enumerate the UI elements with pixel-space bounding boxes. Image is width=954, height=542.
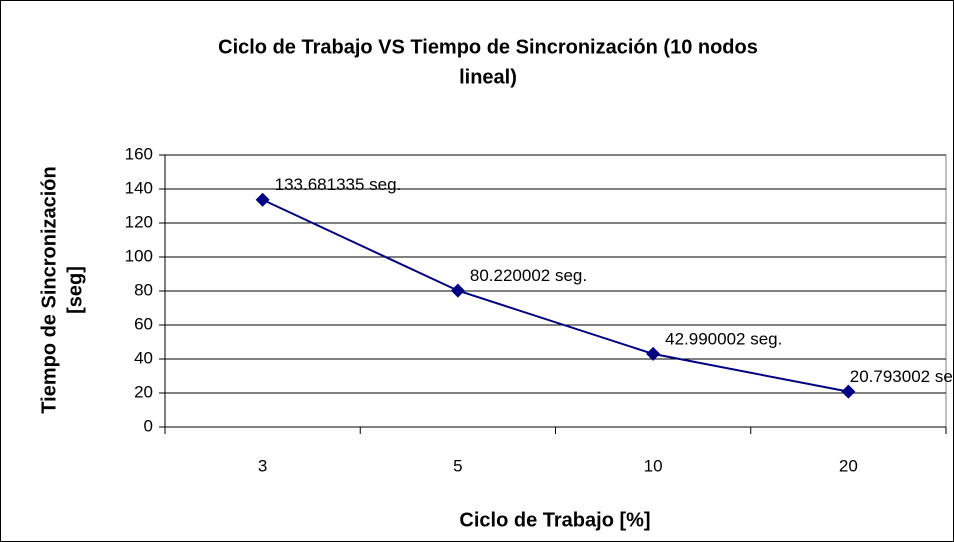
marker (450, 283, 465, 298)
chart-title: Ciclo de Trabajo VS Tiempo de Sincroniza… (218, 36, 758, 58)
y-tick-label: 0 (144, 416, 153, 435)
x-tick-label: 10 (644, 456, 663, 475)
data-label: 80.220002 seg. (470, 266, 587, 285)
chart-title: lineal) (459, 66, 517, 88)
series-line (262, 198, 849, 393)
data-label: 20.793002 seg. (850, 367, 954, 386)
marker (255, 192, 270, 207)
y-axis-label: [seg] (64, 266, 86, 314)
x-tick-label: 3 (258, 456, 267, 475)
x-tick-label: 20 (839, 456, 858, 475)
marker (841, 384, 856, 399)
marker (646, 346, 661, 361)
y-tick-label: 140 (125, 178, 153, 197)
x-tick-label: 5 (453, 456, 462, 475)
data-label: 42.990002 seg. (665, 329, 782, 348)
y-tick-label: 120 (125, 212, 153, 231)
y-axis-label: Tiempo de Sincronización (38, 166, 60, 413)
y-tick-label: 100 (125, 246, 153, 265)
y-tick-label: 80 (134, 280, 153, 299)
y-tick-label: 40 (134, 348, 153, 367)
y-tick-label: 60 (134, 314, 153, 333)
data-label: 133.681335 seg. (275, 175, 402, 194)
y-tick-label: 160 (125, 144, 153, 163)
x-axis-label: Ciclo de Trabajo [%] (459, 509, 650, 531)
y-tick-label: 20 (134, 382, 153, 401)
